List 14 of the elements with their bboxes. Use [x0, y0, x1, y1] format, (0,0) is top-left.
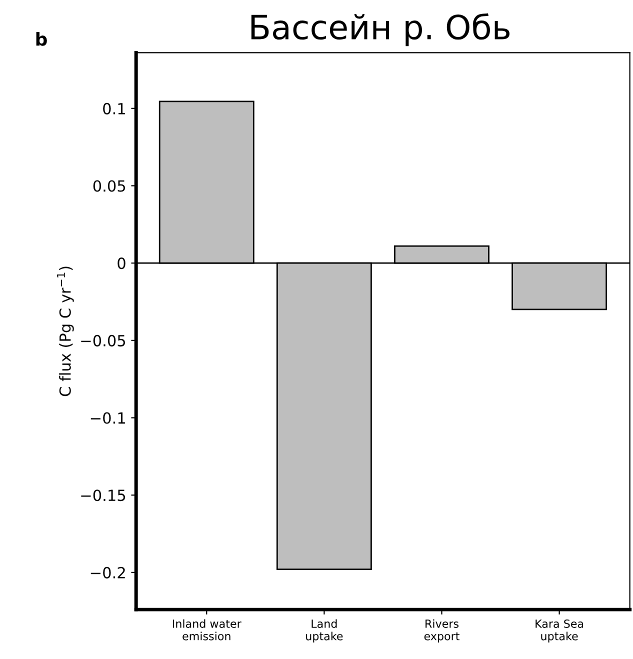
y-tick-label: −0.1 [90, 412, 125, 424]
y-tick-label: 0.05 [93, 180, 126, 192]
chart-title: Бассейн р. Обь [251, 13, 510, 46]
x-tick-label: Inland water emission [172, 619, 242, 640]
y-tick-label: −0.15 [81, 490, 126, 502]
text: b [36, 32, 47, 46]
x-tick-label: Land uptake [306, 619, 343, 642]
x-tick-label: Rivers export [424, 619, 460, 642]
x-tick-label: Kara Sea uptake [536, 619, 584, 642]
y-tick-label: −0.05 [81, 334, 126, 346]
y-tick-label: −0.2 [90, 566, 125, 578]
y-tick-label: 0 [118, 258, 126, 270]
y-tick-label: 0.1 [103, 102, 125, 114]
y-axis-title: C flux (Pg C yr$^{−1}$) [57, 266, 74, 396]
